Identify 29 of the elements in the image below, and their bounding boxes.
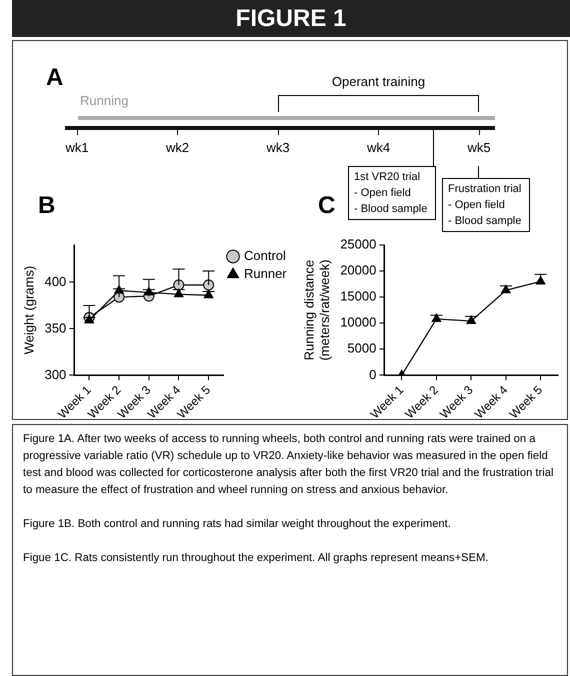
text: Operant training bbox=[330, 74, 426, 89]
chart-title: C bbox=[318, 192, 336, 220]
text: Figue 1C. Rats consistently run throughout the experiment. All graphs represent means+SEM. bbox=[23, 551, 490, 566]
y-tick-label: 25000 bbox=[340, 236, 376, 252]
legend-label: Control bbox=[244, 248, 286, 264]
legend-label: Runner bbox=[244, 266, 288, 282]
y-tick-label: 10000 bbox=[340, 314, 376, 330]
category-label: wk3 bbox=[265, 140, 291, 155]
y-tick-label: 5000 bbox=[347, 340, 376, 356]
y-tick-label: 400 bbox=[44, 274, 66, 289]
y-tick-label: 0 bbox=[369, 366, 376, 382]
y-tick-label: 300 bbox=[44, 366, 66, 382]
y-axis-title: Weight (grams) bbox=[21, 266, 36, 354]
text: Frustration trial - Open field - Blood sample bbox=[442, 178, 530, 232]
text: A bbox=[46, 64, 64, 92]
category-label: wk5 bbox=[466, 140, 492, 155]
caption: Figure 1A. After two weeks of access to running wheels, both control and running rats were trained on a progressive variable ratio (VR) schedule up to VR20. Anxiety-like behavior was measured in the open field test and blood was collected for corticosterone analysis after both the first VR20 trial and the frustration trial to measure the effect of frustration and wheel running on stress and anxious behavior. bbox=[23, 432, 554, 498]
text: 1st VR20 trial - Open field - Blood sample bbox=[348, 166, 436, 220]
y-tick-label: 15000 bbox=[340, 288, 376, 304]
y-tick-label: 350 bbox=[44, 320, 66, 336]
text: Running bbox=[80, 93, 128, 108]
category-label: wk4 bbox=[366, 140, 392, 155]
caption: Figure 1B. Both control and running rats had similar weight throughout the experiment. bbox=[23, 517, 452, 532]
y-tick-label: 20000 bbox=[340, 262, 376, 278]
category-label: wk1 bbox=[64, 140, 90, 155]
category-label: wk2 bbox=[164, 140, 190, 155]
y-axis-title: Running distance (meters/rat/week) bbox=[301, 260, 332, 361]
text: FIGURE 1 bbox=[12, 0, 570, 37]
chart-title: B bbox=[38, 192, 56, 220]
